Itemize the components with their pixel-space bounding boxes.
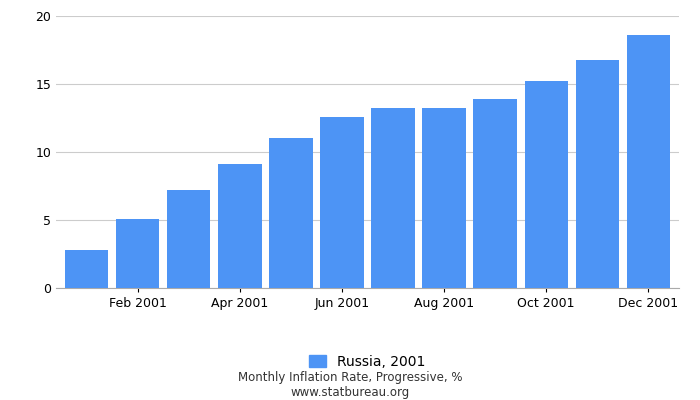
Bar [270,138,313,288]
Bar [371,108,414,288]
Bar [65,250,108,288]
Bar [167,190,211,288]
Bar [575,60,619,288]
Bar [626,35,670,288]
Text: Monthly Inflation Rate, Progressive, %: Monthly Inflation Rate, Progressive, % [238,372,462,384]
Bar [473,99,517,288]
Bar [321,117,364,288]
Bar [524,81,568,288]
Legend: Russia, 2001: Russia, 2001 [309,355,426,369]
Bar [116,219,160,288]
Bar [218,164,262,288]
Bar [422,108,466,288]
Text: www.statbureau.org: www.statbureau.org [290,386,410,399]
